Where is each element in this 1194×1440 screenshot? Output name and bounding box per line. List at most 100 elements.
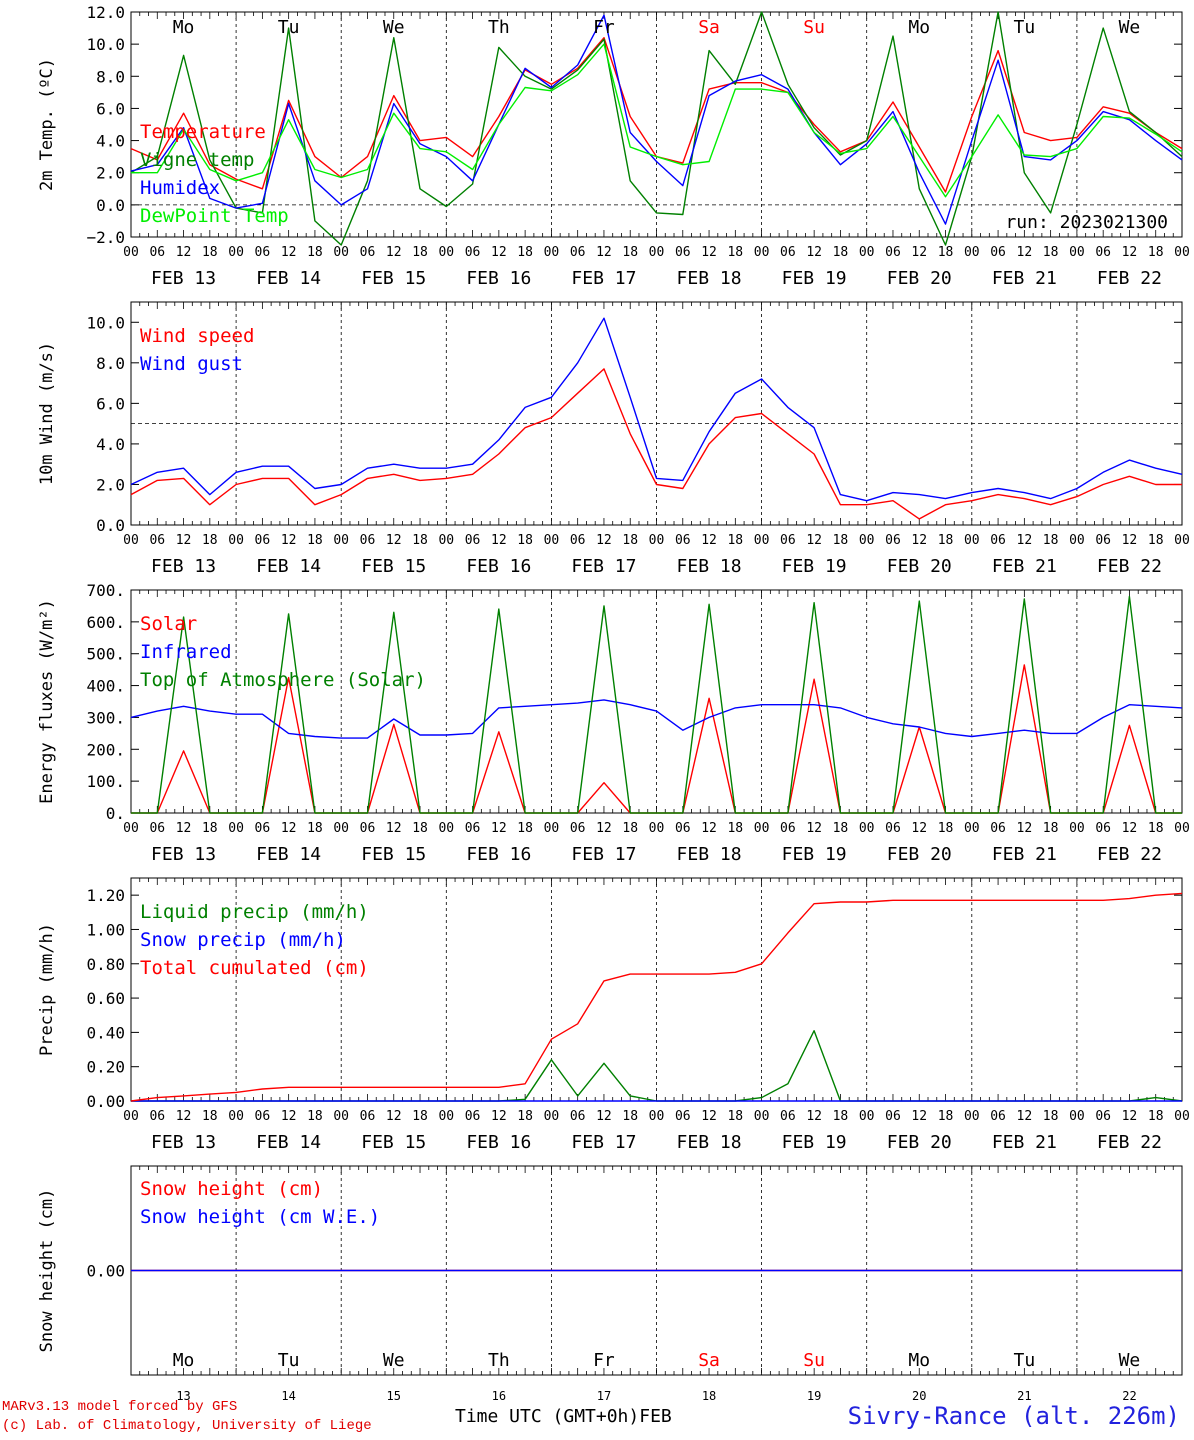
hour-label: 00	[859, 1109, 875, 1124]
hour-label: 00	[123, 245, 139, 260]
series-line	[130, 317, 1183, 502]
hour-label: 12	[596, 1109, 612, 1124]
hour-label: 18	[833, 821, 849, 836]
y-tick-label: 300.	[86, 708, 125, 727]
hour-label: 06	[885, 533, 901, 548]
y-tick-label: 8.0	[96, 67, 125, 86]
hour-label: 18	[833, 245, 849, 260]
panel-frame	[130, 11, 1183, 238]
date-label: FEB 21	[992, 1132, 1057, 1153]
hour-label: 12	[281, 533, 297, 548]
day-name: Th	[488, 1350, 510, 1371]
date-label: FEB 19	[782, 844, 847, 865]
hour-label: 06	[675, 245, 691, 260]
day-number: 16	[492, 1389, 506, 1403]
hour-label: 06	[149, 821, 165, 836]
hour-label: 06	[885, 245, 901, 260]
hour-label: 06	[780, 1109, 796, 1124]
y-tick-label: 0.20	[86, 1058, 125, 1077]
y-tick-label: 0.60	[86, 989, 125, 1008]
legend-entry: Temperature	[140, 121, 266, 143]
panel-frame	[130, 301, 1183, 526]
y-tick-label: 0.0	[96, 516, 125, 535]
hour-label: 12	[1017, 245, 1033, 260]
y-tick-label: 12.0	[86, 3, 125, 22]
legend-entry: Vigne temp	[140, 149, 254, 171]
hour-label: 18	[938, 821, 954, 836]
hour-label: 06	[990, 1109, 1006, 1124]
hour-label: 00	[123, 1109, 139, 1124]
day-number: 13	[176, 1389, 190, 1403]
hour-label: 00	[859, 245, 875, 260]
hour-label: 18	[622, 533, 638, 548]
hour-label: 12	[491, 1109, 507, 1124]
hour-label: 18	[517, 245, 533, 260]
hour-label: 06	[780, 533, 796, 548]
hour-label: 06	[255, 533, 271, 548]
hour-label: 06	[570, 821, 586, 836]
hour-label: 18	[622, 245, 638, 260]
hour-label: 00	[859, 821, 875, 836]
hour-label: 06	[465, 533, 481, 548]
hour-label: 06	[149, 1109, 165, 1124]
time-axis-month: FEB	[639, 1406, 672, 1427]
date-label: FEB 22	[1097, 1132, 1162, 1153]
hour-label: 06	[465, 821, 481, 836]
hour-label: 12	[806, 533, 822, 548]
hour-label: 06	[780, 821, 796, 836]
hour-label: 12	[1122, 821, 1138, 836]
day-name: Su	[803, 17, 825, 38]
day-name: Tu	[1014, 17, 1036, 38]
hour-label: 00	[1069, 533, 1085, 548]
day-number: 15	[387, 1389, 401, 1403]
hour-label: 18	[833, 533, 849, 548]
hour-label: 12	[1122, 533, 1138, 548]
y-tick-label: 0.80	[86, 955, 125, 974]
y-axis-label: Snow height (cm)	[37, 1189, 57, 1353]
hour-label: 06	[675, 1109, 691, 1124]
day-name: We	[1119, 17, 1141, 38]
hour-label: 00	[964, 1109, 980, 1124]
y-tick-label: 600.	[86, 613, 125, 632]
hour-label: 00	[228, 1109, 244, 1124]
hour-label: 06	[255, 245, 271, 260]
hour-label: 18	[202, 533, 218, 548]
hour-label: 00	[1174, 821, 1190, 836]
hour-label: 00	[649, 533, 665, 548]
date-label: FEB 13	[151, 844, 216, 865]
hour-label: 06	[990, 533, 1006, 548]
hour-label: 12	[1017, 1109, 1033, 1124]
hour-label: 12	[806, 1109, 822, 1124]
y-tick-label: 8.0	[96, 354, 125, 373]
hour-label: 00	[228, 533, 244, 548]
date-label: FEB 18	[677, 1132, 742, 1153]
hour-label: 06	[1095, 245, 1111, 260]
hour-label: 00	[649, 245, 665, 260]
legend-entry: Snow precip (mm/h)	[140, 929, 346, 951]
hour-label: 12	[701, 1109, 717, 1124]
hour-label: 00	[1069, 821, 1085, 836]
hour-label: 18	[307, 821, 323, 836]
hour-label: 12	[701, 533, 717, 548]
hour-label: 00	[438, 533, 454, 548]
day-name: We	[383, 1350, 405, 1371]
day-number: 19	[807, 1389, 821, 1403]
hour-label: 18	[1148, 1109, 1164, 1124]
day-name: We	[383, 17, 405, 38]
hour-label: 18	[1148, 821, 1164, 836]
date-label: FEB 15	[361, 556, 426, 577]
hour-label: 06	[780, 245, 796, 260]
hour-label: 00	[333, 1109, 349, 1124]
hour-label: 00	[754, 821, 770, 836]
day-number: 17	[597, 1389, 611, 1403]
hour-label: 12	[176, 1109, 192, 1124]
y-tick-label: 10.0	[86, 313, 125, 332]
day-name: Sa	[698, 1350, 720, 1371]
day-name: Th	[488, 17, 510, 38]
hour-label: 06	[255, 821, 271, 836]
hour-label: 00	[123, 821, 139, 836]
hour-label: 12	[806, 245, 822, 260]
date-label: FEB 15	[361, 844, 426, 865]
date-label: FEB 19	[782, 1132, 847, 1153]
y-tick-label: 0.40	[86, 1023, 125, 1042]
